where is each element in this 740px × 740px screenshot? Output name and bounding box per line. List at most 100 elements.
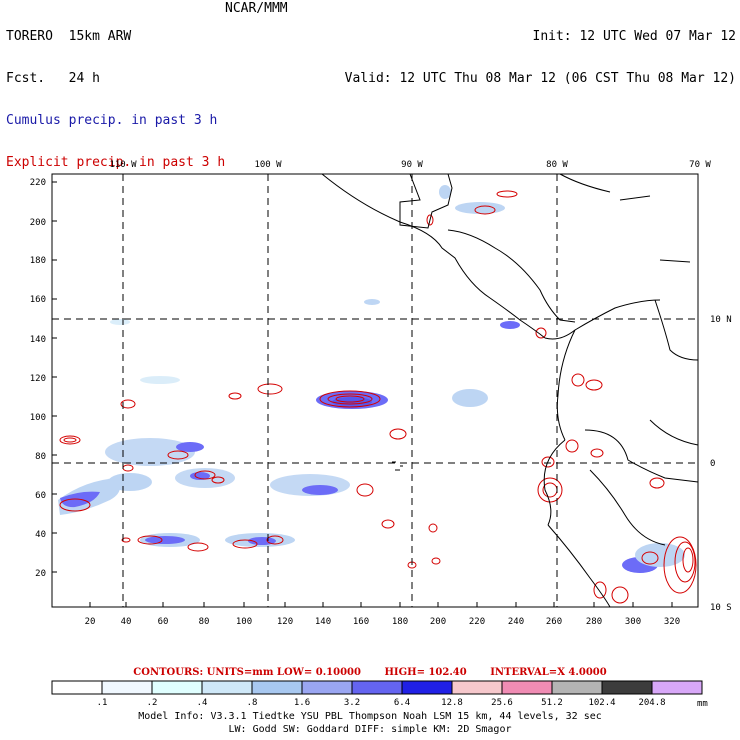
model-info-line2: LW: Godd SW: Goddard DIFF: simple KM: 2D… [228, 724, 512, 735]
colorbar-label: 1.6 [294, 698, 310, 708]
colorbar-label: 3.2 [344, 698, 360, 708]
cumulus-precip-areas [58, 185, 685, 573]
andes-border [584, 429, 699, 483]
right-latitude-labels: 10 N 0 10 S [710, 315, 732, 613]
cumulus-cell [110, 319, 130, 325]
explicit-contour [335, 395, 365, 403]
explicit-contour [674, 541, 696, 583]
colorbar-swatch [101, 680, 153, 695]
explicit-contour [120, 399, 136, 409]
explicit-contour [611, 586, 629, 604]
explicit-contour [474, 205, 496, 215]
colorbar-label: .2 [147, 698, 158, 708]
explicit-contour [232, 539, 258, 549]
explicit-contour [641, 551, 659, 565]
colorbar: .1 .2 .4 .8 1.6 3.2 6.4 12.8 25.6 51.2 102.4 204.8 [51, 680, 703, 708]
explicit-contour [356, 483, 374, 497]
cumulus-cell [635, 543, 685, 567]
colorbar-swatch [151, 680, 203, 695]
colorbar-swatch [451, 680, 503, 695]
colorbar-swatch [201, 680, 253, 695]
explicit-contour [121, 537, 131, 543]
header-left: TORERO 15km ARW Fcst. 24 h Cumulus preci… [6, 2, 225, 184]
y-tick-label: 60 [35, 491, 46, 501]
coastlines [321, 173, 699, 608]
x-tick-label: 200 [430, 617, 446, 627]
colorbar-swatch [301, 680, 353, 695]
y-tick-label: 120 [30, 374, 46, 384]
colorbar-label: 6.4 [394, 698, 410, 708]
y-axis: 220 200 180 160 140 120 100 80 60 40 20 [30, 178, 46, 579]
explicit-contour [590, 448, 604, 458]
explicit-contour [649, 477, 665, 489]
contour-interval: INTERVAL=X 4.0000 [490, 667, 607, 678]
y-tick-label: 20 [35, 569, 46, 579]
cumulus-cell [302, 485, 338, 495]
cumulus-cell [105, 438, 195, 466]
explicit-contour [59, 498, 91, 512]
y-tick-label: 140 [30, 335, 46, 345]
contour-high: HIGH= 102.40 [384, 667, 467, 678]
model-info-line1: Model Info: V3.3.1 Tiedtke YSU PBL Thomp… [138, 711, 602, 722]
cumulus-cell [140, 376, 180, 384]
x-axis: 20 40 60 80 100 120 140 160 180 200 220 … [85, 617, 681, 627]
explicit-contour [59, 435, 81, 445]
x-tick-label: 120 [277, 617, 293, 627]
x-tick-label: 80 [199, 617, 210, 627]
y-tick-label: 200 [30, 218, 46, 228]
graticule [52, 174, 698, 607]
y-tick-label: 220 [30, 178, 46, 188]
lat-label-0: 0 [710, 459, 715, 469]
colorbar-label: 12.8 [441, 698, 463, 708]
contour-units: CONTOURS: UNITS=mm LOW= 0.10000 [133, 667, 361, 678]
central-america-caribbean [447, 229, 576, 323]
x-tick-label: 180 [392, 617, 408, 627]
cumulus-cell [500, 321, 520, 329]
cumulus-cell [439, 185, 451, 199]
colorbar-label: .8 [247, 698, 258, 708]
colorbar-label: 25.6 [491, 698, 513, 708]
organization: NCAR/MMM [225, 1, 288, 16]
colorbar-swatch [551, 680, 603, 695]
forecast-hour: Fcst. 24 h [6, 71, 100, 86]
x-tick-label: 320 [664, 617, 680, 627]
y-tick-label: 40 [35, 530, 46, 540]
x-tick-label: 160 [353, 617, 369, 627]
header-right: Init: 12 UTC Wed 07 Mar 12 Valid: 12 UTC… [345, 2, 736, 100]
cumulus-legend: Cumulus precip. in past 3 h [6, 113, 218, 128]
x-tick-label: 220 [469, 617, 485, 627]
explicit-contour [319, 390, 381, 408]
lon-label-70w: 70 W [689, 160, 711, 170]
explicit-contour [257, 383, 283, 395]
galapagos [392, 461, 403, 471]
y-tick-label: 80 [35, 452, 46, 462]
venezuela-coast [654, 299, 699, 361]
x-axis-ticks [89, 602, 673, 607]
explicit-contour [593, 581, 607, 599]
explicit-contour [663, 536, 697, 594]
y-tick-label: 100 [30, 413, 46, 423]
x-tick-label: 300 [625, 617, 641, 627]
mexico-coast [321, 173, 546, 339]
colorbar-label: 102.4 [588, 698, 615, 708]
colorbar-swatch [351, 680, 403, 695]
colorbar-swatch [651, 680, 703, 695]
x-tick-label: 140 [315, 617, 331, 627]
explicit-contour [426, 214, 434, 226]
colorbar-swatch [51, 680, 103, 695]
lon-label-80w: 80 W [546, 160, 568, 170]
x-tick-label: 260 [546, 617, 562, 627]
brazil-border [649, 419, 699, 446]
explicit-contour [137, 535, 163, 545]
colombia-pacific [556, 329, 576, 441]
explicit-contour [327, 393, 373, 405]
valid-time: Valid: 12 UTC Thu 08 Mar 12 (06 CST Thu … [344, 71, 736, 86]
cumulus-cell [452, 389, 488, 407]
lat-label-10n: 10 N [710, 315, 732, 325]
explicit-contour [571, 373, 585, 387]
explicit-contour [541, 456, 555, 468]
explicit-contour [431, 557, 441, 565]
explicit-precip-contours [59, 190, 697, 604]
explicit-contour [266, 535, 284, 545]
model-name: TORERO 15km ARW [6, 29, 132, 44]
